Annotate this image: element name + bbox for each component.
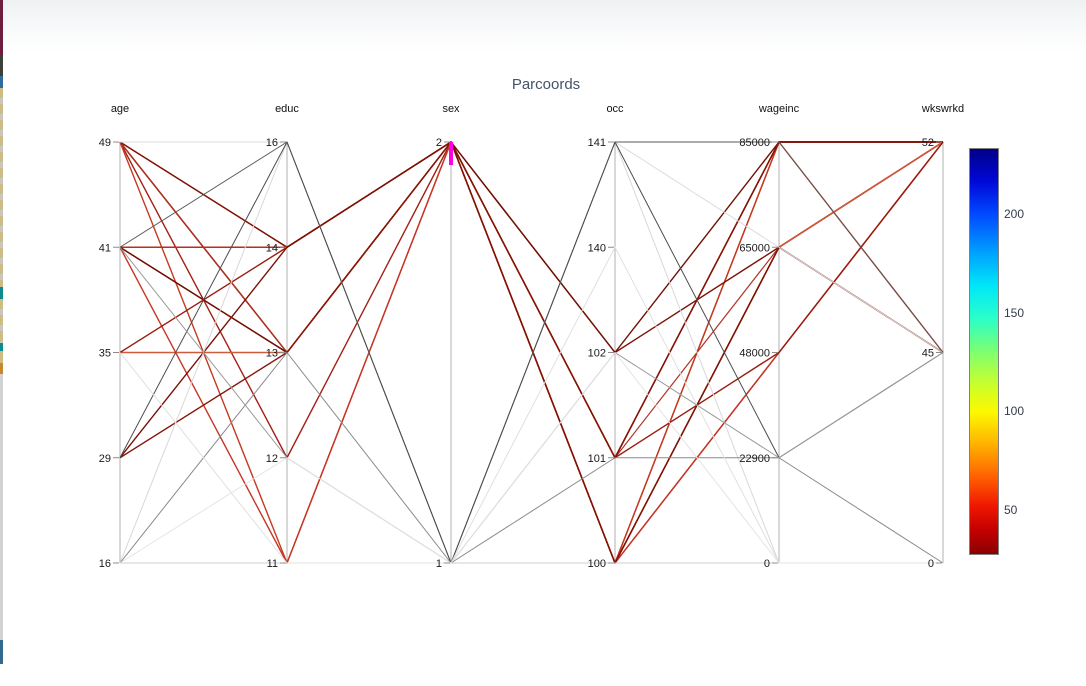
- colorbar-tick-label: 150: [1004, 305, 1025, 320]
- axis-name-educ: educ: [275, 103, 299, 115]
- brush-handle[interactable]: [449, 142, 453, 165]
- edge-strip-segment: [0, 88, 3, 287]
- page-background-gradient: [0, 0, 1086, 52]
- axis-name-wageinc: wageinc: [758, 103, 800, 115]
- tick-label: 29: [99, 453, 111, 465]
- edge-strip-segment: [0, 55, 3, 76]
- data-line[interactable]: [119, 352, 943, 564]
- edge-strip-segment: [0, 0, 3, 55]
- tick-label: 2: [436, 137, 442, 149]
- edge-strip-segment: [0, 287, 3, 299]
- tick-label: 12: [266, 453, 278, 465]
- tick-label: 41: [99, 242, 111, 254]
- tick-label: 16: [266, 137, 278, 149]
- edge-strip-segment: [0, 299, 3, 343]
- tick-label: 49: [99, 137, 111, 149]
- edge-strip-segment: [0, 363, 3, 374]
- data-line[interactable]: [119, 246, 943, 564]
- data-line[interactable]: [119, 141, 943, 459]
- axis-name-wkswrkd: wkswrkd: [921, 103, 964, 115]
- tick-label: 13: [266, 348, 278, 360]
- tick-label: 52: [922, 137, 934, 149]
- tick-label: 0: [764, 558, 770, 570]
- axis-name-sex: sex: [442, 103, 460, 115]
- tick-label: 85000: [739, 137, 770, 149]
- edge-strip-segment: [0, 640, 3, 664]
- tick-label: 45: [922, 348, 934, 360]
- tick-label: 102: [588, 348, 606, 360]
- edge-strip-segment: [0, 351, 3, 363]
- screen-edge-strip: [0, 0, 3, 686]
- data-line[interactable]: [119, 246, 944, 564]
- tick-label: 14: [266, 242, 278, 254]
- tick-label: 0: [928, 558, 934, 570]
- edge-strip-segment: [0, 664, 3, 686]
- colorbar: [969, 148, 999, 555]
- tick-label: 48000: [739, 348, 770, 360]
- tick-label: 1: [436, 558, 442, 570]
- data-line[interactable]: [119, 141, 944, 459]
- chart-title: Parcoords: [511, 76, 581, 93]
- edge-strip-segment: [0, 76, 3, 88]
- colorbar-tick-label: 50: [1004, 502, 1018, 517]
- tick-label: 16: [99, 558, 111, 570]
- edge-strip-segment: [0, 343, 3, 351]
- tick-label: 35: [99, 348, 111, 360]
- tick-label: 11: [267, 558, 278, 570]
- tick-label: 101: [588, 453, 606, 465]
- data-line[interactable]: [119, 352, 944, 564]
- data-line[interactable]: [120, 141, 944, 564]
- tick-label: 141: [588, 137, 606, 149]
- tick-label: 22900: [739, 453, 770, 465]
- axis-name-age: age: [111, 103, 129, 115]
- edge-strip-segment: [0, 374, 3, 640]
- colorbar-tick-label: 200: [1004, 206, 1025, 221]
- axis-name-occ: occ: [606, 103, 624, 115]
- tick-label: 140: [588, 242, 606, 254]
- colorbar-tick-label: 100: [1004, 403, 1025, 418]
- tick-label: 65000: [739, 242, 770, 254]
- tick-label: 100: [588, 558, 606, 570]
